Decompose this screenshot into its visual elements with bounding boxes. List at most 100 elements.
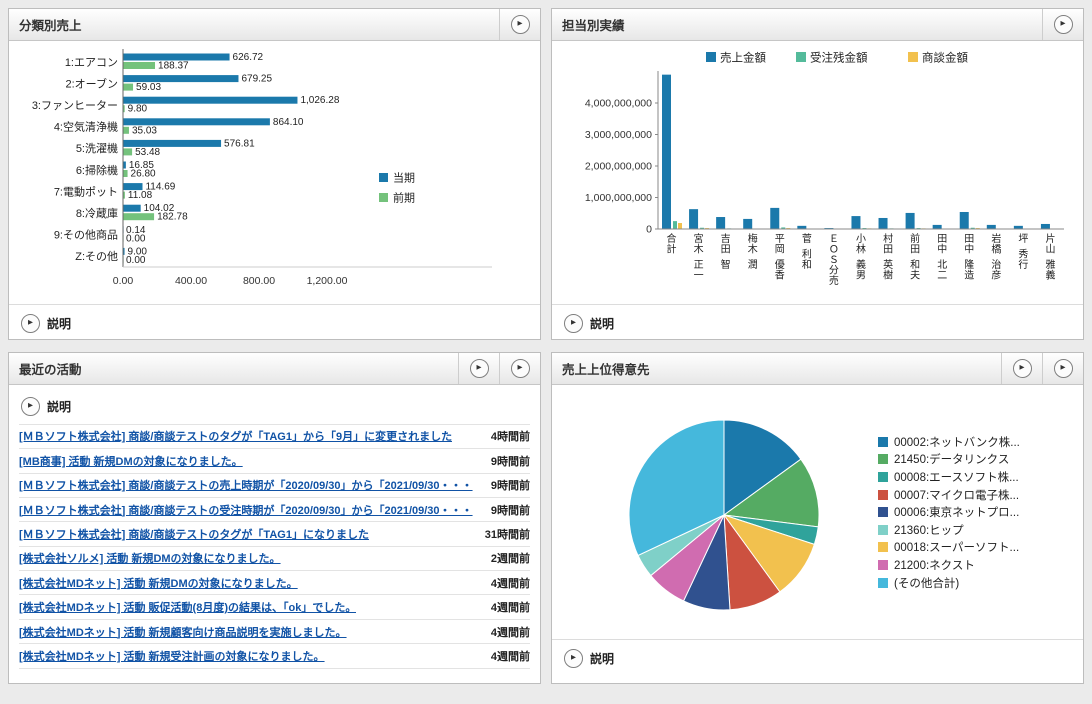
panel-category-sales: 分類別売上 ▶ 0.00 400.00 800.00 1,200.00 1:エアコン 62…	[8, 8, 541, 340]
svg-text:800.00: 800.00	[242, 275, 274, 287]
svg-text:3,000,000,000: 3,000,000,000	[584, 129, 651, 141]
legend-label: 21200:ネクスト	[894, 559, 975, 572]
chevron-right-icon: ▶	[1012, 359, 1032, 378]
panel-next-button[interactable]: ▶	[1042, 353, 1083, 384]
activity-link[interactable]: [ＭＢソフト株式会社] 商談/商談テストのタグが「TAG1」になりました	[19, 529, 369, 541]
svg-text:11.08: 11.08	[127, 190, 152, 201]
activity-timestamp: 4週間前	[490, 626, 530, 639]
svg-text:104.02: 104.02	[143, 203, 174, 214]
svg-text:3:ファンヒーター: 3:ファンヒーター	[31, 99, 117, 112]
chevron-right-icon: ▶	[1053, 15, 1073, 34]
svg-text:9.80: 9.80	[127, 104, 147, 115]
legend-label: 21450:データリンクス	[894, 454, 1010, 467]
legend-item: (その他合計)	[878, 574, 1020, 592]
panel-header: 最近の活動 ▶ ▶	[9, 353, 540, 385]
svg-text:0.00: 0.00	[126, 255, 146, 266]
svg-text:182.78: 182.78	[157, 212, 188, 223]
activity-timestamp: 9時間前	[490, 455, 530, 468]
svg-text:400.00: 400.00	[174, 275, 206, 287]
svg-text:16.85: 16.85	[128, 160, 153, 171]
description-row: ▶ 説明	[552, 304, 1083, 339]
svg-text:村田英樹: 村田英樹	[883, 232, 893, 282]
svg-text:576.81: 576.81	[224, 138, 255, 149]
svg-text:7:電動ポット: 7:電動ポット	[53, 184, 117, 198]
activity-row: [株式会社MDネット] 活動 新規受注計画の対象になりました。 4週間前	[19, 644, 530, 669]
svg-text:864.10: 864.10	[272, 117, 303, 128]
description-toggle-button[interactable]: ▶ 説明	[21, 396, 72, 416]
legend-label: (その他合計)	[894, 577, 960, 590]
panel-body: 0.00 400.00 800.00 1,200.00 1:エアコン 626.72 188.…	[9, 41, 540, 339]
svg-text:6:掃除機: 6:掃除機	[75, 163, 117, 177]
panel-expand-button[interactable]: ▶	[499, 9, 540, 40]
svg-text:平岡優香: 平岡優香	[774, 234, 784, 282]
legend-label: 00002:ネットバンク株...	[894, 436, 1020, 449]
description-toggle-button[interactable]: ▶ 説明	[21, 314, 71, 333]
svg-text:8:冷蔵庫: 8:冷蔵庫	[75, 206, 117, 220]
svg-text:0.00: 0.00	[126, 233, 146, 244]
filler	[552, 674, 1083, 683]
description-row: ▶ 説明	[552, 639, 1083, 674]
activity-link[interactable]: [株式会社ソルメ] 活動 新規DMの対象になりました。	[19, 553, 281, 566]
activity-timestamp: 9時間前	[490, 504, 530, 517]
svg-text:当期: 当期	[393, 171, 415, 185]
activity-row: [株式会社MDネット] 活動 新規顧客向け商品説明を実施しました。 4週間前	[19, 620, 530, 645]
panel-body: ▶ 説明 [ＭＢソフト株式会社] 商談/商談テストのタグが「TAG1」から「9月…	[9, 385, 540, 683]
description-toggle-button[interactable]: ▶ 説明	[564, 648, 614, 668]
svg-text:4,000,000,000: 4,000,000,000	[584, 98, 651, 110]
chevron-right-icon: ▶	[469, 359, 489, 378]
svg-text:売上金額: 売上金額	[720, 51, 766, 65]
legend-swatch	[878, 454, 888, 465]
svg-text:9:その他商品: 9:その他商品	[53, 228, 117, 242]
svg-text:前田和夫: 前田和夫	[910, 232, 920, 282]
chart-legend: 00002:ネットバンク株... 21450:データリンクス 00008:エースソフ…	[862, 391, 1020, 639]
activity-timestamp: 4時間前	[490, 431, 530, 444]
svg-text:679.25: 679.25	[241, 74, 272, 85]
description-label: 説明	[47, 399, 72, 414]
chevron-right-icon: ▶	[564, 314, 583, 333]
description-label: 説明	[590, 317, 615, 331]
svg-text:岩橋治彦: 岩橋治彦	[991, 232, 1001, 282]
legend-swatch	[878, 507, 888, 518]
activity-row: [ＭＢソフト株式会社] 商談/商談テストのタグが「TAG1」から「9月」に変更さ…	[19, 425, 530, 450]
chevron-right-icon: ▶	[21, 396, 40, 416]
activity-link[interactable]: [株式会社MDネット] 活動 新規顧客向け商品説明を実施しました。	[19, 626, 347, 639]
chevron-right-icon: ▶	[510, 15, 530, 34]
panel-next-button[interactable]: ▶	[499, 353, 540, 384]
legend-label: 00007:マイクロ電子株...	[894, 489, 1020, 502]
panel-title: 担当別実績	[562, 19, 625, 33]
activity-link[interactable]: [株式会社MDネット] 活動 新規DMの対象になりました。	[19, 577, 298, 590]
svg-text:35.03: 35.03	[131, 125, 156, 136]
chevron-right-icon: ▶	[21, 314, 40, 333]
svg-text:53.48: 53.48	[135, 147, 160, 158]
panel-rep-results: 担当別実績 ▶ 0 1,000,000,000 2,000,000,000 3,000…	[551, 8, 1084, 340]
activity-link[interactable]: [株式会社MDネット] 活動 新規受注計画の対象になりました。	[19, 650, 325, 663]
panel-prev-button[interactable]: ▶	[458, 353, 499, 384]
legend-label: 00006:東京ネットプロ...	[894, 507, 1020, 520]
legend-item: 00008:エースソフト株...	[878, 468, 1020, 486]
activity-link[interactable]: [株式会社MDネット] 活動 販促活動(8月度)の結果は、「ok」でした。	[19, 602, 357, 615]
svg-text:商談金額: 商談金額	[922, 51, 968, 65]
svg-text:1,200.00: 1,200.00	[306, 275, 347, 287]
svg-text:宮木正一: 宮木正一	[693, 232, 703, 282]
legend-item: 21450:データリンクス	[878, 451, 1020, 469]
activity-link[interactable]: [MB商事] 活動 新規DMの対象になりました。	[19, 455, 243, 468]
activity-link[interactable]: [ＭＢソフト株式会社] 商談/商談テストの受注時期が「2020/09/30」から…	[19, 504, 473, 517]
activity-timestamp: 31時間前	[484, 529, 530, 541]
panel-title: 売上上位得意先	[562, 363, 650, 377]
panel-recent-activities: 最近の活動 ▶ ▶ ▶ 説明 [ＭＢソフト株式会社] 商談/商談テストのタグが「…	[8, 352, 541, 684]
description-label: 説明	[47, 317, 72, 331]
legend-item: 21360:ヒップ	[878, 521, 1020, 539]
panel-body: 0 1,000,000,000 2,000,000,000 3,000,000,000…	[552, 41, 1083, 339]
legend-swatch	[878, 524, 888, 535]
panel-header: 担当別実績 ▶	[552, 9, 1083, 41]
top-customers-pie-chart	[628, 419, 820, 611]
panel-expand-button[interactable]: ▶	[1042, 9, 1083, 40]
svg-text:26.80: 26.80	[130, 169, 155, 180]
description-toggle-button[interactable]: ▶ 説明	[564, 314, 614, 333]
panel-prev-button[interactable]: ▶	[1001, 353, 1042, 384]
legend-swatch	[878, 559, 888, 570]
svg-text:114.69: 114.69	[145, 182, 175, 193]
activity-link[interactable]: [ＭＢソフト株式会社] 商談/商談テストの売上時期が「2020/09/30」から…	[19, 480, 473, 493]
activity-link[interactable]: [ＭＢソフト株式会社] 商談/商談テストのタグが「TAG1」から「9月」に変更さ…	[19, 431, 453, 444]
activity-timestamp: 9時間前	[490, 480, 530, 493]
